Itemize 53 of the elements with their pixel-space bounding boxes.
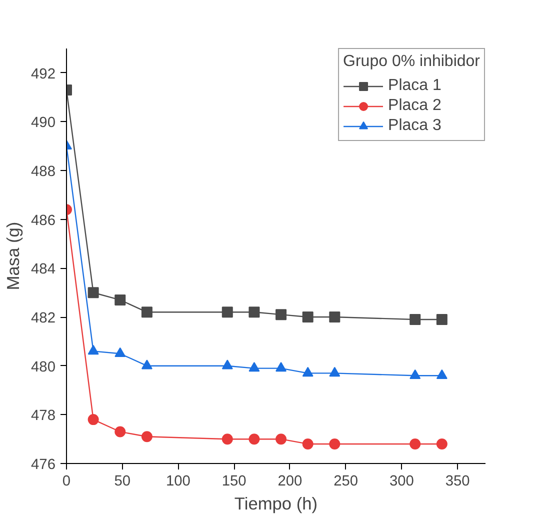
y-tick-label: 488: [31, 164, 56, 180]
point: [302, 366, 314, 377]
point: [222, 434, 233, 445]
point: [141, 306, 152, 318]
y-tick-label: 476: [31, 457, 56, 473]
point: [436, 369, 448, 380]
point: [248, 306, 260, 318]
x-axis-title: Tiempo (h): [234, 494, 318, 514]
point: [329, 438, 340, 450]
point: [141, 360, 152, 370]
point: [276, 434, 287, 445]
legend-label: Placa 2: [388, 97, 442, 115]
point: [436, 438, 448, 450]
legend-label: Placa 3: [388, 117, 442, 135]
y-tick-label: 484: [31, 262, 56, 278]
x-tick-label: 150: [222, 474, 246, 490]
y-axis-title: Masa (g): [3, 222, 24, 290]
point: [276, 309, 287, 320]
point: [222, 360, 233, 370]
x-tick-label: 0: [62, 474, 71, 490]
point: [114, 294, 126, 306]
point: [329, 366, 340, 377]
y-tick-label: 482: [31, 310, 56, 327]
point: [141, 431, 152, 442]
x-tick-label: 300: [389, 474, 414, 490]
x-tick-label: 50: [114, 474, 131, 490]
point: [410, 369, 421, 380]
point: [248, 362, 260, 372]
point: [114, 426, 126, 438]
point: [329, 312, 340, 323]
point: [302, 438, 314, 450]
point: [88, 414, 99, 426]
x-tick-label: 350: [445, 474, 470, 490]
point: [88, 287, 99, 298]
point: [276, 362, 287, 372]
point: [248, 434, 260, 445]
point: [436, 314, 448, 325]
y-tick-label: 480: [31, 359, 56, 376]
point: [114, 347, 126, 358]
x-tick-label: 200: [278, 474, 302, 490]
y-tick-label: 492: [31, 66, 56, 82]
y-tick-label: 486: [31, 212, 56, 229]
y-tick-label: 478: [31, 408, 56, 424]
legend-title: Grupo 0% inhibidor: [343, 53, 480, 71]
legend-label: Placa 1: [388, 77, 442, 95]
point: [222, 306, 233, 318]
x-tick-label: 100: [166, 474, 190, 490]
point: [410, 438, 421, 450]
x-tick-label: 250: [334, 474, 358, 490]
point: [302, 312, 314, 323]
y-tick-label: 490: [31, 115, 56, 132]
point: [88, 344, 99, 355]
point: [410, 314, 421, 325]
